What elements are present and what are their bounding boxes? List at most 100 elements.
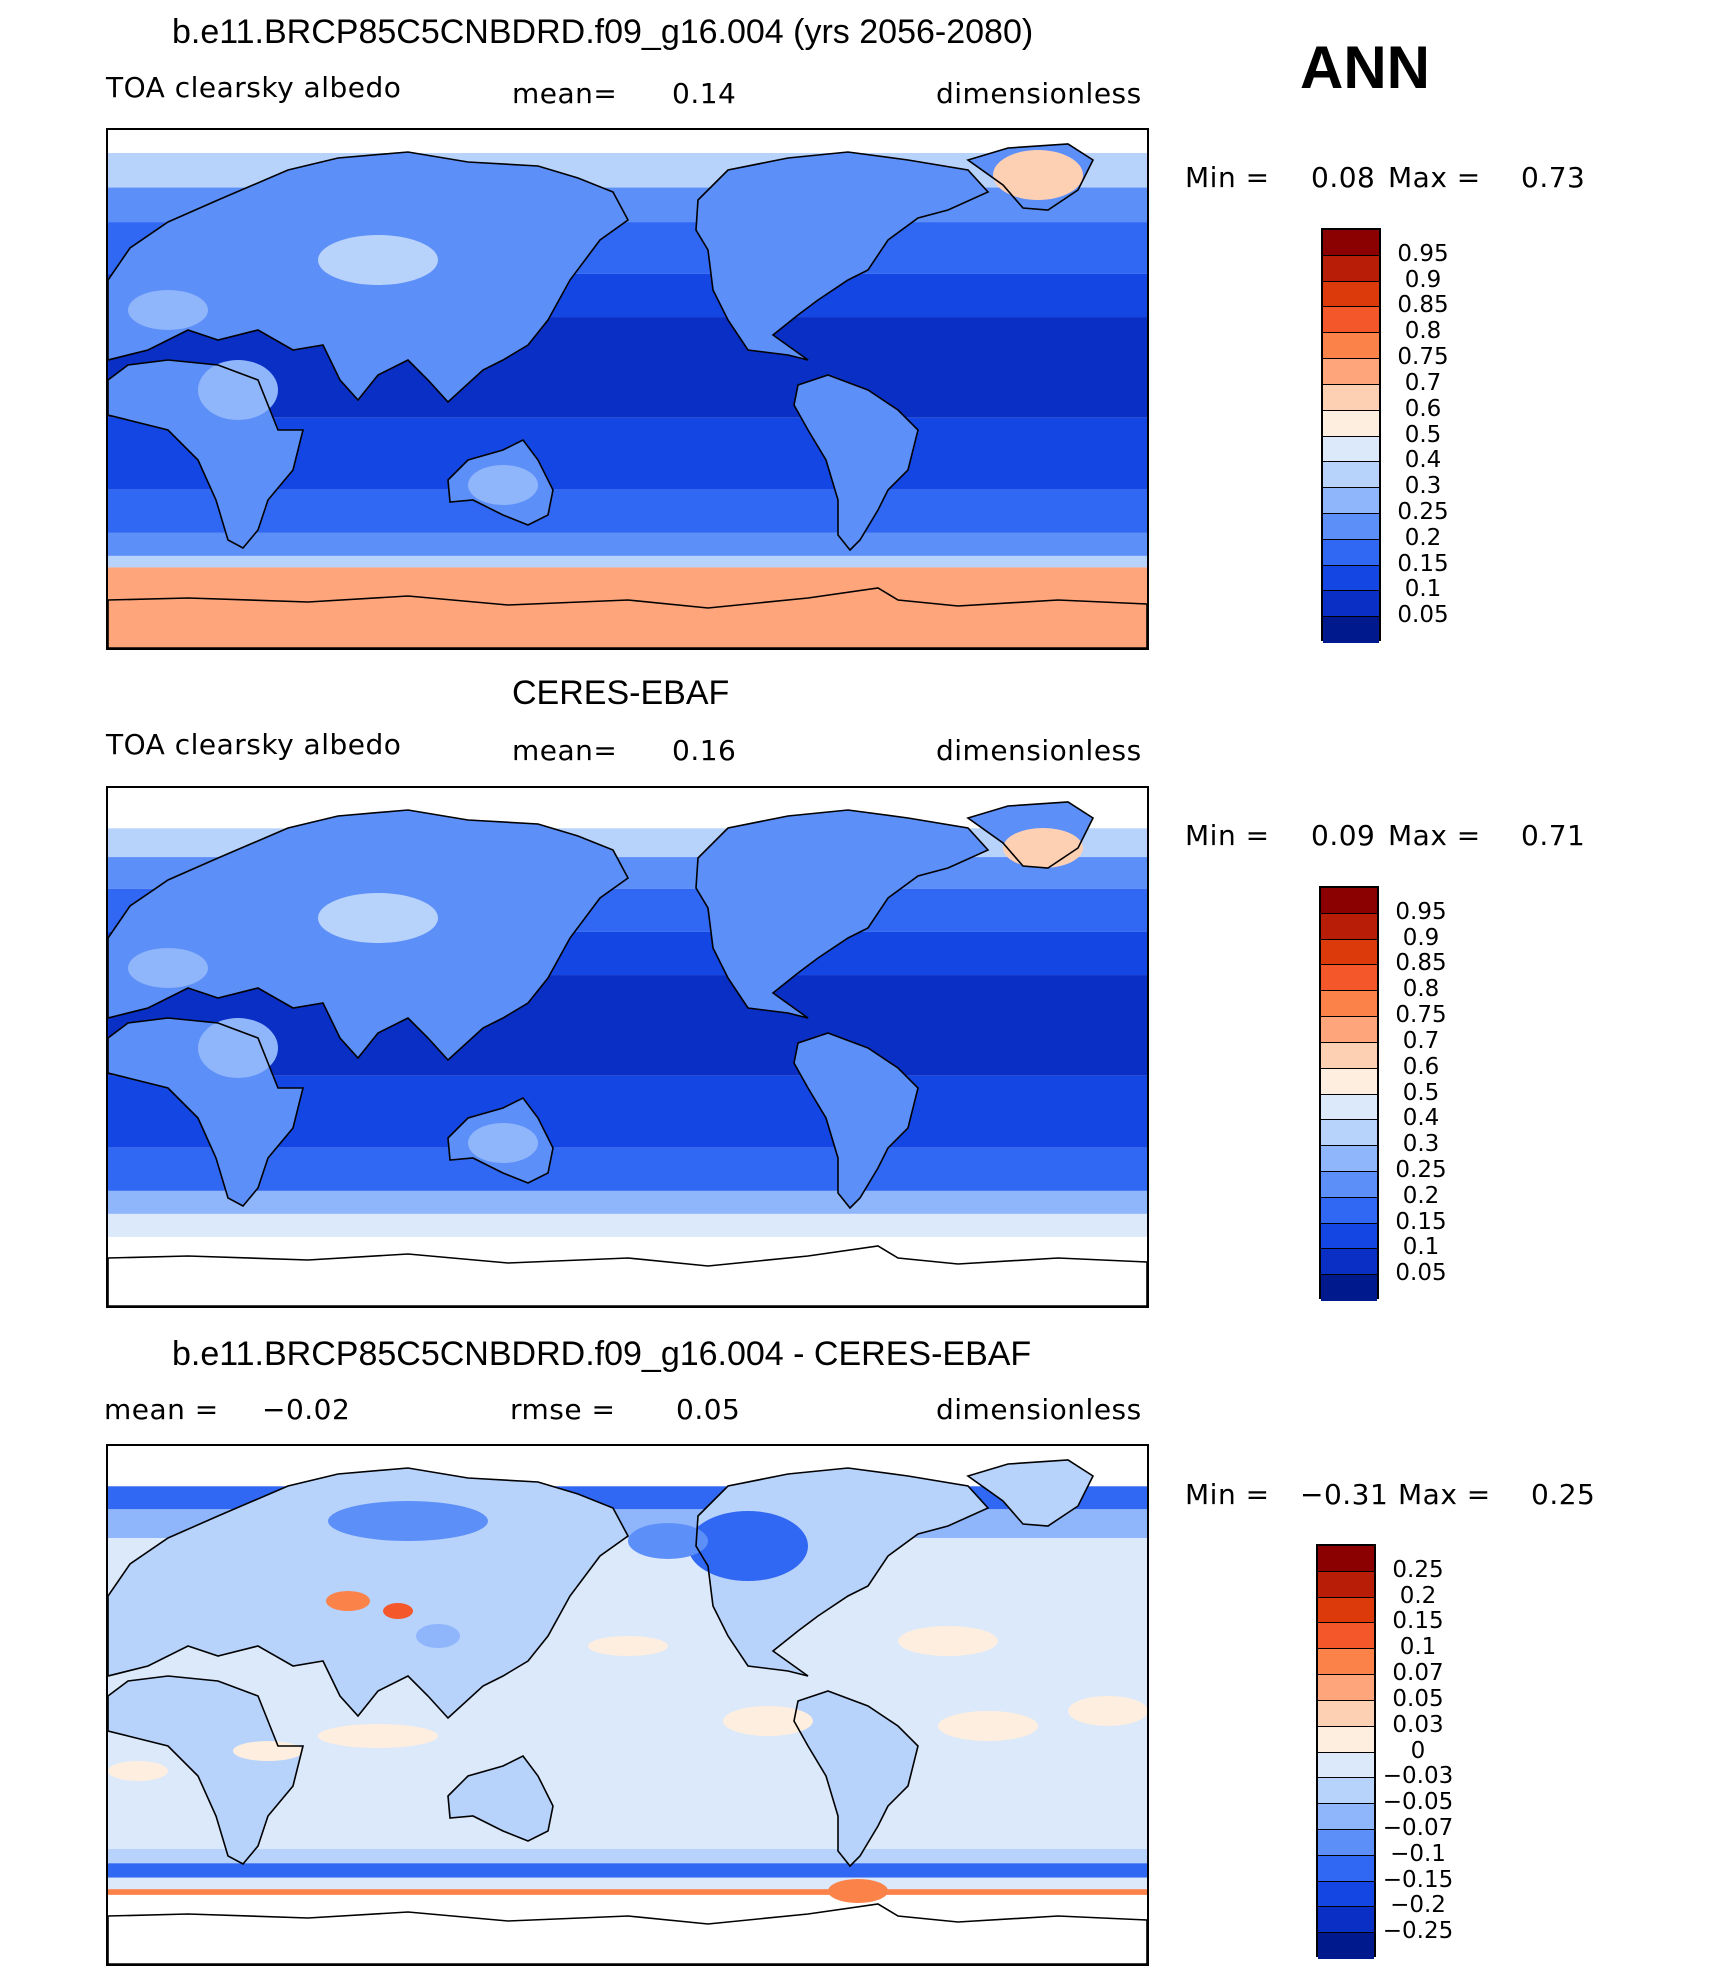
colorbar-level-label: 0.9 [1404,266,1442,293]
colorbar-swatch [1318,1700,1374,1727]
colorbar-level-label: 0.05 [1397,602,1449,629]
colorbar-model [1321,228,1381,643]
max-label: Max = [1398,1478,1491,1511]
colorbar-level-label: −0.2 [1390,1892,1446,1919]
colorbar-level-label: 0.9 [1402,924,1440,951]
colorbar-level-label: 0.15 [1395,1208,1447,1235]
panel-title: b.e11.BRCP85C5CNBDRD.f09_g16.004 (yrs 20… [172,13,1034,51]
colorbar-level-label: 0.25 [1392,1556,1444,1583]
colorbar-level-label: −0.03 [1382,1763,1454,1790]
colorbar-level-label: 0.5 [1402,1079,1440,1106]
colorbar-swatch [1318,1752,1374,1779]
colorbar-swatch [1321,1275,1377,1301]
min-value: 0.08 [1311,161,1376,194]
max-value: 0.25 [1531,1478,1596,1511]
mean-value: 0.16 [672,734,737,767]
colorbar-level-label: 0.75 [1397,344,1449,371]
colorbar-level-label: 0.05 [1392,1685,1444,1712]
units-label: dimensionless [936,1393,1142,1426]
units-label: dimensionless [936,734,1142,767]
panel-title: CERES-EBAF [512,674,730,712]
colorbar-level-label: −0.05 [1382,1789,1454,1816]
colorbar-level-label: 0.75 [1395,1002,1447,1029]
colorbar-swatch [1323,436,1379,463]
colorbar-swatch [1323,384,1379,411]
rmse-label: rmse = [510,1393,616,1426]
max-label: Max = [1388,161,1481,194]
map-svg-diff [108,1446,1147,1964]
min-value: −0.31 [1300,1478,1389,1511]
colorbar-level-label: 0.95 [1395,898,1447,925]
colorbar-level-label: 0.95 [1397,240,1449,267]
min-label: Min = [1185,1478,1270,1511]
colorbar-level-label: 0.25 [1397,498,1449,525]
colorbar-level-label: 0.03 [1392,1711,1444,1738]
colorbar-swatch [1323,359,1379,385]
max-label: Max = [1388,819,1481,852]
map-svg-model [108,130,1147,648]
colorbar-level-label: 0.3 [1402,1131,1440,1158]
colorbar-swatch [1318,1546,1374,1572]
colorbar-swatch [1323,230,1379,256]
colorbar-level-label: 0.4 [1402,1105,1440,1132]
colorbar-swatch [1318,1804,1374,1830]
max-value: 0.71 [1521,819,1586,852]
colorbar-swatch [1323,281,1379,308]
colorbar-swatch [1323,539,1379,566]
colorbar-swatch [1318,1623,1374,1650]
colorbar-level-label: 0.2 [1404,524,1442,551]
max-value: 0.73 [1521,161,1586,194]
colorbar-swatch [1318,1855,1374,1882]
colorbar-swatch [1318,1726,1374,1753]
colorbar-swatch [1323,410,1379,437]
colorbar-level-label: 0.6 [1404,395,1442,422]
colorbar-level-label: 0.1 [1402,1234,1440,1261]
colorbar-level-label: 0.6 [1402,1053,1440,1080]
mean-value: 0.14 [672,77,737,110]
colorbar-level-label: 0 [1410,1737,1426,1764]
colorbar-swatch [1323,462,1379,489]
colorbar-swatch [1318,1571,1374,1598]
colorbar-level-label: 0.7 [1404,369,1442,396]
min-value: 0.09 [1311,819,1376,852]
mean-value: −0.02 [262,1393,351,1426]
colorbar-level-label: 0.85 [1397,292,1449,319]
mean-label: mean= [512,734,618,767]
min-label: Min = [1185,161,1270,194]
colorbar-swatch [1321,1249,1377,1276]
variable-label: TOA clearsky albedo [106,728,402,761]
colorbar-swatch [1323,333,1379,360]
map-svg-obs [108,788,1147,1306]
colorbar-swatch [1321,1120,1377,1147]
colorbar-level-label: 0.5 [1404,421,1442,448]
colorbar-obs [1319,886,1379,1301]
colorbar-swatch [1321,913,1377,940]
colorbar-swatch [1321,1197,1377,1224]
colorbar-swatch [1318,1933,1374,1959]
colorbar-level-label: 0.2 [1402,1182,1440,1209]
mean-label: mean = [104,1393,219,1426]
panel-title: b.e11.BRCP85C5CNBDRD.f09_g16.004 - CERES… [172,1335,1032,1373]
mean-label: mean= [512,77,618,110]
colorbar-swatch [1318,1829,1374,1856]
colorbar-level-label: 0.7 [1402,1027,1440,1054]
colorbar-level-label: −0.15 [1382,1866,1454,1893]
map-model [106,128,1149,650]
colorbar-swatch [1318,1778,1374,1805]
rmse-value: 0.05 [676,1393,741,1426]
colorbar-swatch [1321,1094,1377,1121]
colorbar-swatch [1323,255,1379,282]
colorbar-level-label: 0.2 [1399,1582,1437,1609]
colorbar-level-label: 0.15 [1392,1608,1444,1635]
colorbar-level-label: 0.25 [1395,1156,1447,1183]
colorbar-swatch [1321,1068,1377,1095]
colorbar-level-label: 0.1 [1404,576,1442,603]
colorbar-level-label: 0.85 [1395,950,1447,977]
colorbar-level-label: −0.07 [1382,1814,1454,1841]
colorbar-level-label: −0.25 [1382,1918,1454,1945]
units-label: dimensionless [936,77,1142,110]
colorbar-level-label: 0.8 [1404,318,1442,345]
colorbar-level-label: 0.05 [1395,1260,1447,1287]
colorbar-level-label: 0.3 [1404,473,1442,500]
colorbar-swatch [1323,488,1379,514]
